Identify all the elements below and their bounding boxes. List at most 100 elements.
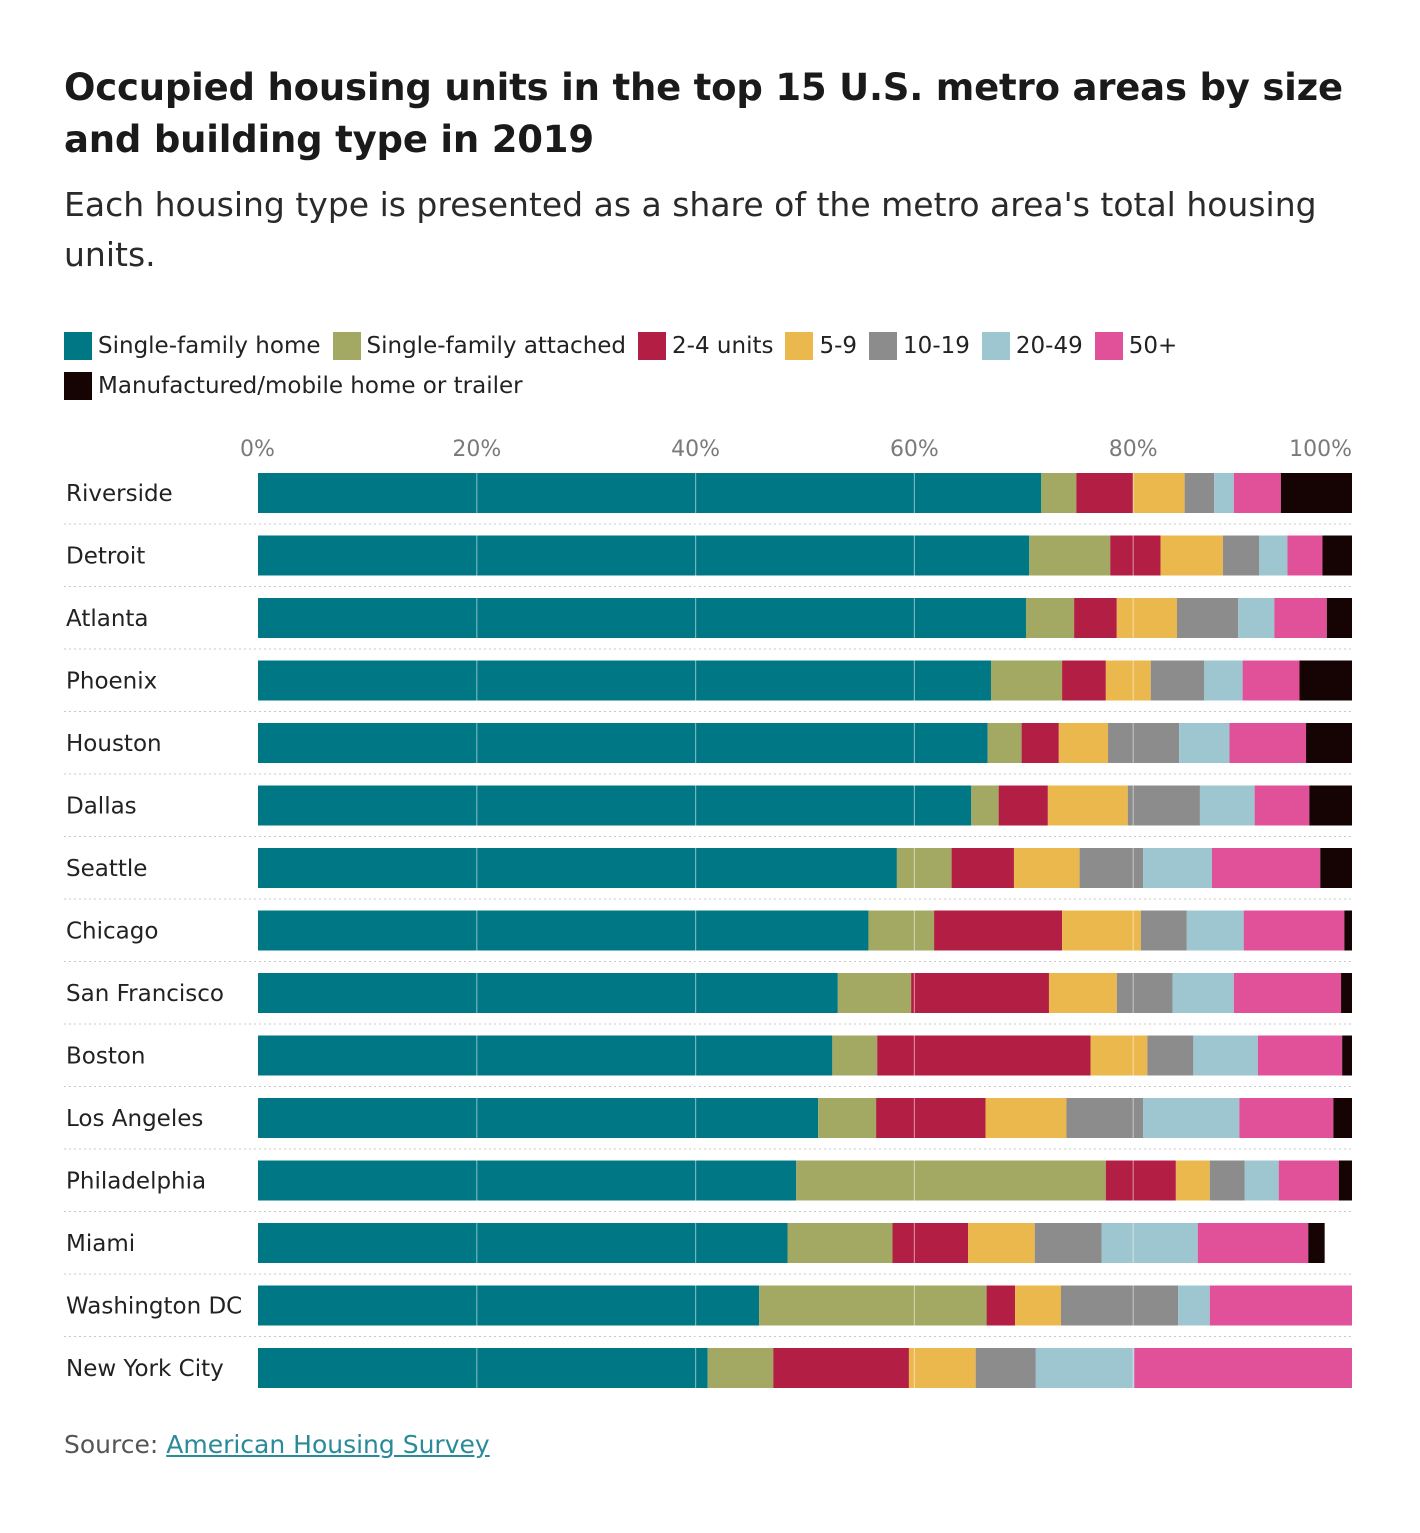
category-label: Chicago [66, 919, 158, 945]
category-label: Seattle [66, 856, 147, 882]
bar-segment [1021, 723, 1059, 763]
bar-segment [1333, 1098, 1352, 1138]
bar-segment [986, 1285, 1016, 1326]
bar-segment [258, 1348, 708, 1388]
bar-segment [1204, 660, 1243, 701]
bar-segment [1322, 535, 1352, 576]
source-link[interactable]: American Housing Survey [166, 1430, 490, 1459]
bar-segment [1105, 1160, 1176, 1201]
legend-swatch [64, 372, 92, 400]
source-prefix: Source: [64, 1430, 167, 1459]
bar-segment [1025, 598, 1075, 638]
bar-segment [1299, 660, 1352, 701]
bar-segment [1143, 848, 1212, 888]
bar-segment [1076, 473, 1134, 513]
category-label: New York City [66, 1356, 224, 1382]
bar-segment [773, 1348, 909, 1388]
bar-segment [1048, 973, 1117, 1013]
bar-segment [876, 1098, 986, 1138]
bar-segment [1143, 1098, 1240, 1138]
bar-segment [1238, 598, 1275, 638]
bar-segment [258, 910, 869, 951]
bar-segment [1074, 598, 1117, 638]
bar-segment [1214, 473, 1234, 513]
bar-segment [868, 910, 935, 951]
bar-segment [258, 598, 1026, 638]
bar-segment [1193, 1035, 1258, 1076]
bar-segment [1274, 598, 1327, 638]
bar-segment [1199, 785, 1255, 826]
bar-segment [1244, 1160, 1279, 1201]
bar-segment [1309, 785, 1352, 826]
category-label: Houston [66, 731, 162, 757]
bar-segment [1127, 785, 1200, 826]
chart-subtitle: Each housing type is presented as a shar… [64, 185, 1317, 274]
bar-segment [1062, 660, 1106, 701]
bar-segment [258, 1285, 760, 1326]
bar-segment [837, 973, 912, 1013]
category-label: Atlanta [66, 606, 149, 632]
bar-segment [258, 473, 1042, 513]
bar-segment [908, 1348, 976, 1388]
bar-segment [911, 973, 1049, 1013]
bar-segment [258, 535, 1030, 576]
bar-segment [1259, 535, 1288, 576]
bar-segment [1184, 473, 1215, 513]
category-label: Phoenix [66, 669, 157, 695]
bar-segment [1233, 973, 1342, 1013]
x-tick-label: 60% [890, 437, 939, 462]
bar-segment [1306, 723, 1352, 763]
legend-swatch [785, 332, 814, 360]
x-tick-label: 80% [1109, 437, 1158, 462]
bar-segment [1101, 1223, 1198, 1263]
bar-segment [1047, 785, 1128, 826]
bar-segment [1229, 723, 1307, 763]
legend-swatch [869, 332, 898, 360]
bar-segment [951, 848, 1014, 888]
bar-segment [1209, 1160, 1245, 1201]
category-label: Philadelphia [66, 1169, 206, 1195]
legend-item-10-19: 10-19 [869, 332, 970, 360]
bar-segment [1108, 723, 1180, 763]
stacked-bar-chart: 0% 20% 40% 60% 80% 100% Riverside Detroit Atlant… [64, 437, 1352, 1388]
bar-segment [258, 785, 972, 826]
legend-label: 2-4 units [672, 333, 774, 359]
bar-segment [1116, 598, 1177, 638]
bar-segment [796, 1160, 1106, 1201]
bar-segment [1176, 598, 1239, 638]
legend-item-50-plus: 50+ [1094, 332, 1177, 360]
bar-segment [258, 1035, 833, 1076]
x-tick-label: 100% [1289, 437, 1352, 462]
bar-segment [1090, 1035, 1148, 1076]
bar-segment [1257, 1035, 1343, 1076]
bar-segment [818, 1098, 877, 1138]
bar-segment [1341, 973, 1352, 1013]
legend-item-single-family-home: Single-family home [64, 332, 321, 360]
bar-segment [1175, 1160, 1210, 1201]
bar-segment [896, 848, 952, 888]
legend-label: 5-9 [819, 333, 858, 359]
category-label: Miami [66, 1231, 135, 1257]
bar-segment [1110, 535, 1161, 576]
legend-item-single-family-attached: Single-family attached [332, 332, 626, 360]
chart-title: Occupied housing units in the top 15 U.S… [64, 66, 1343, 161]
bar-segment [258, 1160, 797, 1201]
bar-segment [258, 973, 838, 1013]
legend: Single-family home Single-family attache… [64, 326, 1364, 406]
bar-segment [1062, 910, 1141, 951]
bar-segment [1079, 848, 1144, 888]
legend-swatch [638, 332, 667, 360]
category-label: Dallas [66, 794, 137, 820]
bar-segment [877, 1035, 1091, 1076]
bar-segment [987, 723, 1022, 763]
bar-segment [1197, 1223, 1309, 1263]
bar-segment [985, 1098, 1067, 1138]
bar-segment [1116, 973, 1173, 1013]
bar-segment [1147, 1035, 1194, 1076]
bar-segment [1134, 1348, 1352, 1388]
bar-segment [1320, 848, 1352, 888]
bar-segment [1140, 910, 1187, 951]
category-label: Washington DC [66, 1294, 242, 1320]
legend-item-20-49: 20-49 [981, 332, 1083, 360]
legend-label: 20-49 [1015, 333, 1083, 359]
